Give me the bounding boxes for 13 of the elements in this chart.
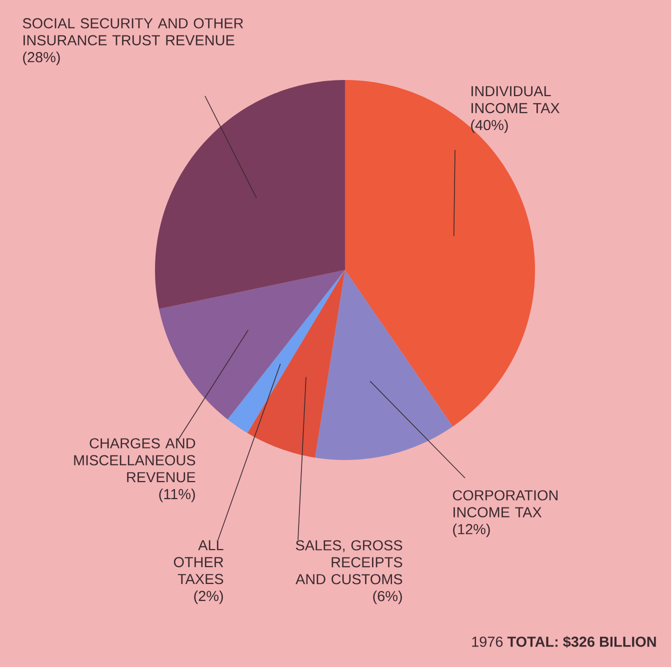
slice-label: SOCIAL SECURITY AND OTHER INSURANCE TRUST REVENUE [22,18,244,46]
data-label: (12%) [453,524,490,538]
slice-label: ALL OTHER TAXES [174,540,224,584]
data-label: (11%) [159,488,195,502]
data-label: (6%) [373,590,402,604]
text: 1976 TOTAL: $326 BILLION [472,636,656,648]
data-label: (28%) [23,52,60,66]
data-label: (2%) [194,590,223,604]
slice-label: INDIVIDUAL INCOME TAX [472,86,560,114]
slice-label: CHARGES AND MISCELLANEOUS REVENUE [74,438,196,482]
slice-label: SALES, GROSS RECEIPTS AND CUSTOMS [296,540,402,584]
data-label: (40%) [471,120,508,133]
slice-label: CORPORATION INCOME TAX [452,490,558,518]
